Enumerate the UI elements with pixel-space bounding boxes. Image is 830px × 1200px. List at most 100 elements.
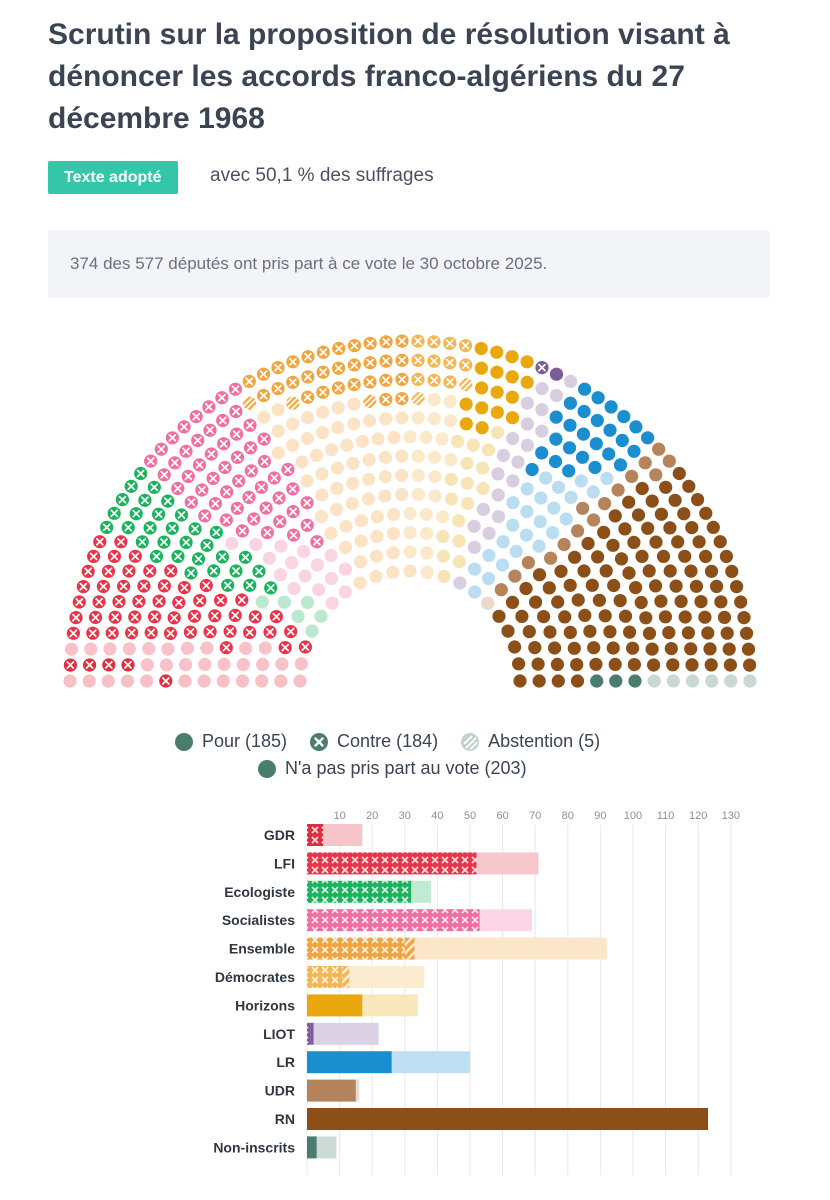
seat-lfi-contre: [223, 624, 237, 638]
x-tick-label: 10: [333, 810, 345, 822]
seat-socialistes-contre: [198, 509, 212, 523]
legend-contre: Contre (184): [309, 731, 438, 752]
seat-ensemble-contre: [395, 392, 409, 406]
seat-rn-pour: [583, 624, 597, 638]
seat-rn-pour: [501, 624, 515, 638]
x-tick-label: 60: [496, 810, 508, 822]
bar-segment-absent: [391, 1051, 470, 1074]
seat-ensemble-absent: [324, 443, 339, 457]
seat-socialistes-contre: [157, 468, 171, 482]
seat-democrates-abstention: [411, 392, 425, 406]
seat-lr-pour: [604, 400, 618, 414]
seat-liot-contre: [535, 361, 549, 375]
seat-rn-pour: [598, 609, 612, 623]
seat-lfi-contre: [219, 641, 233, 655]
seat-socialistes-absent: [249, 537, 263, 552]
seat-udr-pour: [598, 497, 612, 511]
seat-rn-pour: [603, 625, 617, 639]
seat-socialistes-contre: [310, 535, 324, 549]
seat-gdr-contre: [121, 658, 135, 672]
seat-socialistes-contre: [229, 404, 243, 419]
contre-cross-icon: [310, 732, 329, 751]
seat-ensemble-contre: [301, 390, 315, 404]
seat-lr-absent: [533, 515, 547, 529]
seat-ensemble-absent: [347, 397, 361, 411]
seat-lr-pour: [549, 432, 563, 446]
seat-ecologiste-contre: [147, 480, 161, 494]
seat-liot-absent: [535, 403, 549, 417]
seat-lfi-contre: [228, 608, 242, 622]
seat-lfi-contre: [172, 595, 186, 610]
seat-ni-absent: [666, 674, 680, 688]
seat-ensemble-absent: [361, 492, 376, 506]
seat-udr-pour: [611, 483, 625, 497]
seat-gdr-absent: [274, 674, 288, 688]
seat-rn-pour: [550, 657, 564, 671]
seat-socialistes-contre: [216, 413, 230, 428]
seat-ecologiste-contre: [238, 550, 252, 564]
seat-rn-pour: [699, 506, 713, 520]
seat-rn-pour: [627, 658, 642, 672]
seat-rn-pour: [672, 466, 686, 481]
seat-rn-pour: [532, 674, 546, 688]
seat-socialistes-contre: [215, 391, 229, 405]
seat-lfi-absent: [180, 641, 194, 655]
seat-lr-absent: [600, 471, 614, 485]
seat-socialistes-contre: [287, 528, 301, 542]
seat-rn-pour: [581, 536, 595, 551]
seat-lr-pour: [615, 433, 629, 447]
bar-pattern-contre: [307, 824, 324, 846]
seat-ensemble-absent: [314, 510, 329, 524]
seat-gdr-absent: [101, 674, 115, 688]
seat-socialistes-contre: [208, 497, 222, 511]
seat-lfi-contre: [298, 640, 312, 654]
seat-socialistes-contre: [242, 490, 256, 504]
page-title: Scrutin sur la proposition de résolution…: [48, 18, 730, 135]
seat-socialistes-absent: [312, 583, 326, 597]
seat-ensemble-contre: [301, 350, 315, 364]
seat-lr-absent: [509, 544, 523, 559]
seat-lfi-contre: [263, 625, 277, 639]
legend-contre-label: Contre (184): [337, 731, 439, 751]
seat-lr-pour: [549, 410, 563, 424]
seat-democrates-contre: [427, 335, 441, 349]
seat-socialistes-absent: [285, 556, 299, 570]
seat-ensemble-contre: [271, 382, 285, 396]
seat-socialistes-contre: [286, 505, 300, 519]
seat-democrates-absent: [444, 453, 458, 467]
seat-liot-absent: [491, 510, 506, 524]
seat-udr-pour: [649, 468, 663, 482]
seat-lr-pour: [535, 446, 549, 460]
seat-lfi-absent: [122, 642, 136, 656]
seat-lfi-contre: [88, 610, 103, 624]
seat-gdr-absent: [255, 674, 269, 688]
seat-ecologiste-contre: [200, 538, 214, 552]
seat-rn-pour: [694, 595, 708, 609]
seat-rn-pour: [585, 578, 599, 592]
seat-rn-pour: [639, 611, 653, 625]
seat-socialistes-contre: [300, 496, 314, 510]
seat-rn-pour: [563, 625, 577, 639]
seat-ecologiste-absent: [300, 595, 315, 609]
seat-liot-absent: [491, 488, 505, 502]
seat-lr-absent: [468, 562, 482, 576]
seat-lr-pour: [603, 423, 617, 437]
seat-rn-pour: [713, 535, 727, 549]
bar-segment-absent: [349, 966, 425, 988]
seat-ecologiste-contre: [174, 508, 189, 522]
seat-lr-pour: [641, 431, 655, 445]
seat-rn-pour: [570, 674, 585, 688]
seat-liot-absent: [549, 388, 563, 403]
seat-udr-pour: [638, 456, 652, 470]
seat-horizons-absent: [460, 456, 474, 470]
seat-rn-pour: [554, 564, 568, 578]
seat-horizons-absent: [481, 443, 496, 457]
seat-democrates-absent: [435, 432, 449, 446]
seat-horizons-absent: [476, 461, 490, 475]
seat-rn-pour: [614, 552, 629, 566]
seat-lfi-contre: [187, 609, 202, 623]
seat-lfi-contre: [278, 641, 292, 655]
seat-ecologiste-contre: [115, 493, 129, 507]
seat-horizons-pour: [475, 381, 489, 395]
seat-liot-absent: [467, 540, 481, 554]
